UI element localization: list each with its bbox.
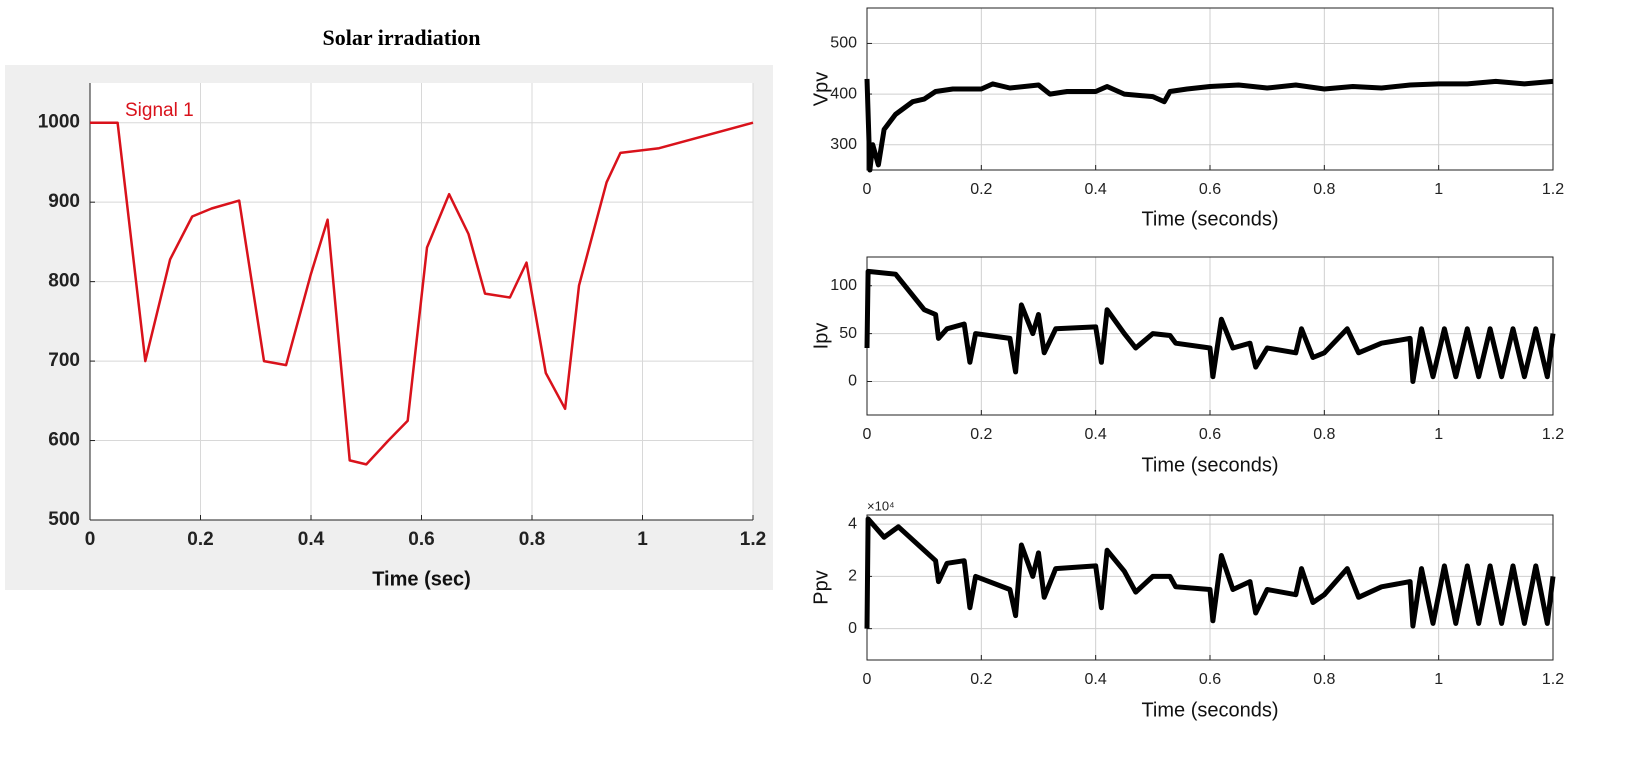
x-tick-label: 1.2 bbox=[740, 529, 766, 550]
x-axis-label: Time (sec) bbox=[372, 568, 471, 590]
chart-title: Solar irradiation bbox=[323, 25, 481, 50]
series-line bbox=[864, 268, 1556, 384]
x-tick-label: 0 bbox=[863, 426, 872, 443]
x-tick-label: 0.2 bbox=[970, 426, 992, 443]
x-tick-label: 1.2 bbox=[1542, 426, 1564, 443]
x-tick-label: 0.8 bbox=[1313, 426, 1335, 443]
x-tick-label: 0 bbox=[863, 181, 872, 198]
series-line bbox=[864, 78, 1554, 173]
y-tick-label: 400 bbox=[830, 85, 857, 102]
y-tick-label: 0 bbox=[848, 373, 857, 390]
x-tick-label: 0 bbox=[863, 671, 872, 688]
x-tick-label: 0.4 bbox=[1085, 671, 1107, 688]
y-axis-label: Ppv bbox=[810, 570, 832, 604]
x-tick-label: 0.6 bbox=[1199, 671, 1221, 688]
x-tick-label: 0.6 bbox=[1199, 426, 1221, 443]
x-axis-label: Time (seconds) bbox=[1141, 454, 1278, 476]
x-axis-label: Time (seconds) bbox=[1141, 699, 1278, 721]
y-tick-label: 900 bbox=[48, 191, 80, 212]
y-tick-label: 600 bbox=[48, 430, 80, 451]
x-tick-label: 0.8 bbox=[519, 529, 545, 550]
y-axis-label: Ipv bbox=[810, 323, 832, 350]
x-axis-label: Time (seconds) bbox=[1141, 208, 1278, 230]
y-tick-label: 2 bbox=[848, 568, 857, 585]
y-tick-label: 1000 bbox=[38, 112, 80, 133]
x-tick-label: 1 bbox=[1434, 426, 1443, 443]
x-tick-label: 0.8 bbox=[1313, 181, 1335, 198]
x-tick-label: 0.8 bbox=[1313, 671, 1335, 688]
x-tick-label: 0.2 bbox=[970, 181, 992, 198]
y-tick-label: 500 bbox=[830, 35, 857, 52]
y-tick-label: 300 bbox=[830, 136, 857, 153]
y-tick-label: 500 bbox=[48, 509, 80, 530]
x-tick-label: 0.6 bbox=[408, 529, 434, 550]
x-tick-label: 0 bbox=[85, 529, 96, 550]
y-tick-label: 4 bbox=[848, 515, 857, 532]
y-tick-label: 0 bbox=[848, 620, 857, 637]
legend-label: Signal 1 bbox=[125, 100, 194, 121]
x-tick-label: 0.2 bbox=[970, 671, 992, 688]
x-tick-label: 1 bbox=[637, 529, 648, 550]
x-tick-label: 0.4 bbox=[1085, 426, 1107, 443]
y-tick-label: 800 bbox=[48, 271, 80, 292]
x-tick-label: 1 bbox=[1434, 181, 1443, 198]
y-multiplier: ×10⁴ bbox=[867, 498, 895, 513]
y-axis-label: Vpv bbox=[810, 72, 832, 106]
x-tick-label: 0.4 bbox=[298, 529, 325, 550]
y-tick-label: 700 bbox=[48, 350, 80, 371]
x-tick-label: 0.4 bbox=[1085, 181, 1107, 198]
x-tick-label: 1.2 bbox=[1542, 181, 1564, 198]
x-tick-label: 0.2 bbox=[187, 529, 213, 550]
x-tick-label: 0.6 bbox=[1199, 181, 1221, 198]
series-line bbox=[864, 516, 1556, 629]
series-line bbox=[90, 121, 754, 466]
x-tick-label: 1 bbox=[1434, 671, 1443, 688]
x-tick-label: 1.2 bbox=[1542, 671, 1564, 688]
y-tick-label: 50 bbox=[839, 325, 857, 342]
y-tick-label: 100 bbox=[830, 277, 857, 294]
